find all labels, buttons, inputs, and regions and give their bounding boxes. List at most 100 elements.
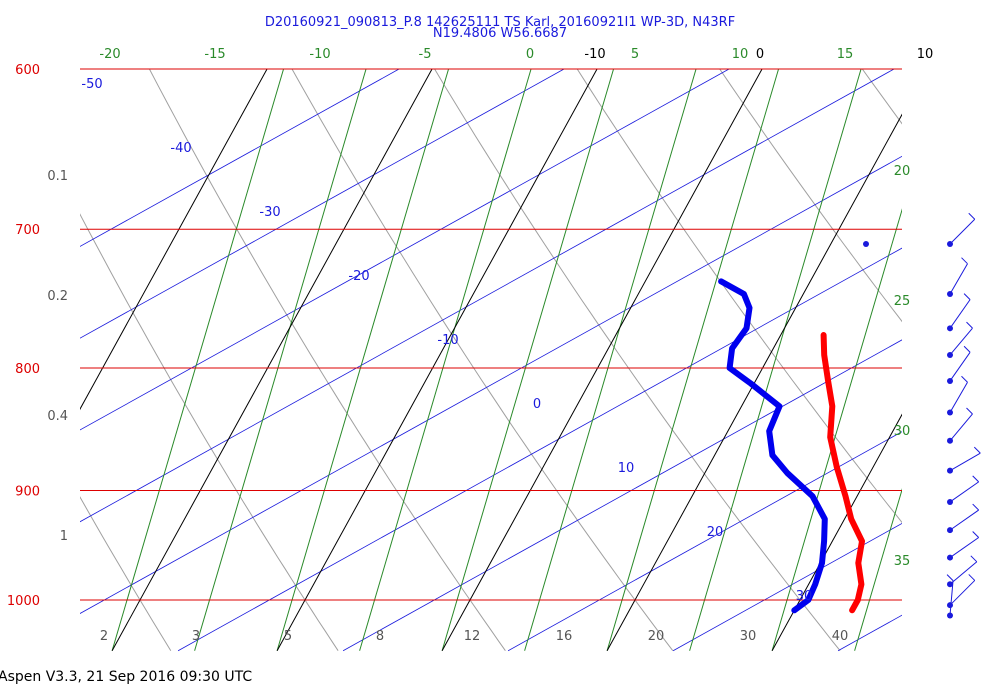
dry-adiabat-line (80, 496, 172, 651)
wind-barb-flag (968, 212, 976, 220)
dry-adiabat-label: -10 (437, 333, 458, 348)
moist-adiabat-label: 35 (894, 554, 911, 569)
isotherm-line (771, 413, 902, 651)
mixing-ratio-label: 5 (284, 629, 292, 644)
isobar-label: 800 (15, 362, 40, 377)
mixing-ratio-label: 40 (832, 629, 849, 644)
moist-adiabat-line (111, 68, 285, 651)
wind-barb-flag (963, 345, 971, 353)
isobar-label: 700 (15, 223, 40, 238)
wind-barb-flag (973, 446, 981, 454)
moist-adiabat-line (771, 208, 902, 651)
moist-adiabat-label: -5 (419, 47, 432, 62)
moist-adiabat-label: -15 (204, 47, 225, 62)
moist-adiabat-line (937, 69, 1000, 651)
moist-adiabat-label: 10 (732, 47, 749, 62)
mixing-ratio-label: 1 (60, 529, 68, 544)
wind-barb-flag (966, 321, 973, 329)
moist-adiabat-line (441, 68, 615, 651)
mixing-ratio-label: 30 (740, 629, 757, 644)
moist-adiabat-line (524, 68, 697, 651)
mixing-ratio-lines (80, 68, 902, 652)
moist-adiabat-line (606, 68, 780, 651)
moist-adiabat-label: -20 (99, 47, 120, 62)
moist-adiabat-line (276, 68, 450, 651)
wind-barb-flag (972, 475, 980, 483)
moist-adiabat-label: 5 (631, 47, 639, 62)
isobar-label: 1000 (7, 594, 40, 609)
moist-adiabat-label: 0 (526, 47, 534, 62)
isotherm-line (80, 68, 268, 411)
mixing-ratio-line (342, 339, 902, 652)
moist-adiabat-label: 15 (837, 47, 854, 62)
wind-barb-staff (949, 299, 971, 329)
wind-barb-flag (968, 574, 976, 581)
isotherm-line (111, 68, 433, 651)
temperature-trace (820, 332, 865, 614)
dry-adiabat-line (576, 68, 902, 524)
dewpoint-trace (718, 278, 828, 614)
wind-barb-staff (949, 580, 976, 606)
mixing-ratio-line (80, 155, 902, 614)
moist-adiabat-line (854, 488, 902, 651)
dry-adiabat-label: 20 (707, 525, 724, 540)
moist-adiabat-label: 25 (894, 294, 911, 309)
wind-barb-staff (949, 263, 968, 295)
mixing-ratio-line (80, 68, 730, 431)
dry-adiabat-label: -30 (259, 205, 280, 220)
moist-adiabat-lines (111, 68, 1000, 651)
moist-adiabat-line (359, 68, 532, 651)
wind-barb-staff (949, 351, 971, 382)
dry-adiabat-line (291, 68, 674, 652)
isotherm-label: 10 (917, 47, 934, 62)
wind-barb-flag (972, 531, 980, 538)
wind-barbs (863, 212, 981, 619)
mixing-ratio-label: 0.4 (47, 409, 68, 424)
profile-traces (718, 278, 865, 614)
moist-adiabat-line (689, 68, 862, 651)
wind-barb-staff (949, 580, 954, 616)
wind-barb-flag (946, 574, 954, 581)
mixing-ratio-label: 8 (376, 629, 384, 644)
mixing-ratio-line (672, 522, 902, 652)
wind-marker-dot (863, 240, 869, 247)
mixing-ratio-line (80, 68, 400, 247)
isotherm-line (606, 113, 902, 651)
wind-barb-staff (949, 381, 968, 413)
wind-barb-staff (949, 327, 973, 356)
dry-adiabat-label: -20 (348, 269, 369, 284)
dry-adiabat-lines (80, 68, 902, 652)
dry-adiabat-line (148, 68, 506, 651)
moist-adiabat-label: 30 (894, 424, 911, 439)
moist-adiabat-label: 20 (894, 164, 911, 179)
mixing-ratio-label: 0.2 (47, 289, 68, 304)
mixing-ratio-label: 20 (648, 629, 665, 644)
dry-adiabat-label: 10 (618, 461, 635, 476)
isobar-label: 900 (15, 484, 40, 499)
mixing-ratio-line (80, 68, 895, 523)
wind-barb-flag (970, 555, 978, 563)
sounding-location: N19.4806 W56.6687 (432, 26, 568, 41)
mixing-ratio-line (177, 247, 902, 652)
wind-barb-staff (949, 509, 979, 531)
mixing-ratio-label: 16 (556, 629, 573, 644)
isotherm-label: 0 (756, 47, 764, 62)
wind-barb-staff (949, 413, 973, 442)
mixing-ratio-label: 3 (192, 629, 200, 644)
wind-barb-staff (949, 561, 978, 585)
mixing-ratio-label: 0.1 (47, 169, 68, 184)
mixing-ratio-label: 12 (464, 629, 481, 644)
moist-adiabat-line (194, 68, 367, 651)
mixing-ratio-line (837, 614, 902, 652)
wind-barb-staff (949, 481, 979, 503)
isobar-label: 600 (15, 63, 40, 78)
dry-adiabat-line (434, 68, 841, 652)
isotherm-line (441, 68, 763, 651)
isotherm-line (937, 69, 1000, 651)
mixing-ratio-label: 2 (100, 629, 108, 644)
wind-barb-flag (963, 293, 971, 300)
chart-labels: 6007008009001000-100102030-20-15-10-5051… (7, 47, 934, 644)
wind-barb-flag (972, 503, 980, 511)
dry-adiabat-label: 0 (533, 397, 541, 412)
